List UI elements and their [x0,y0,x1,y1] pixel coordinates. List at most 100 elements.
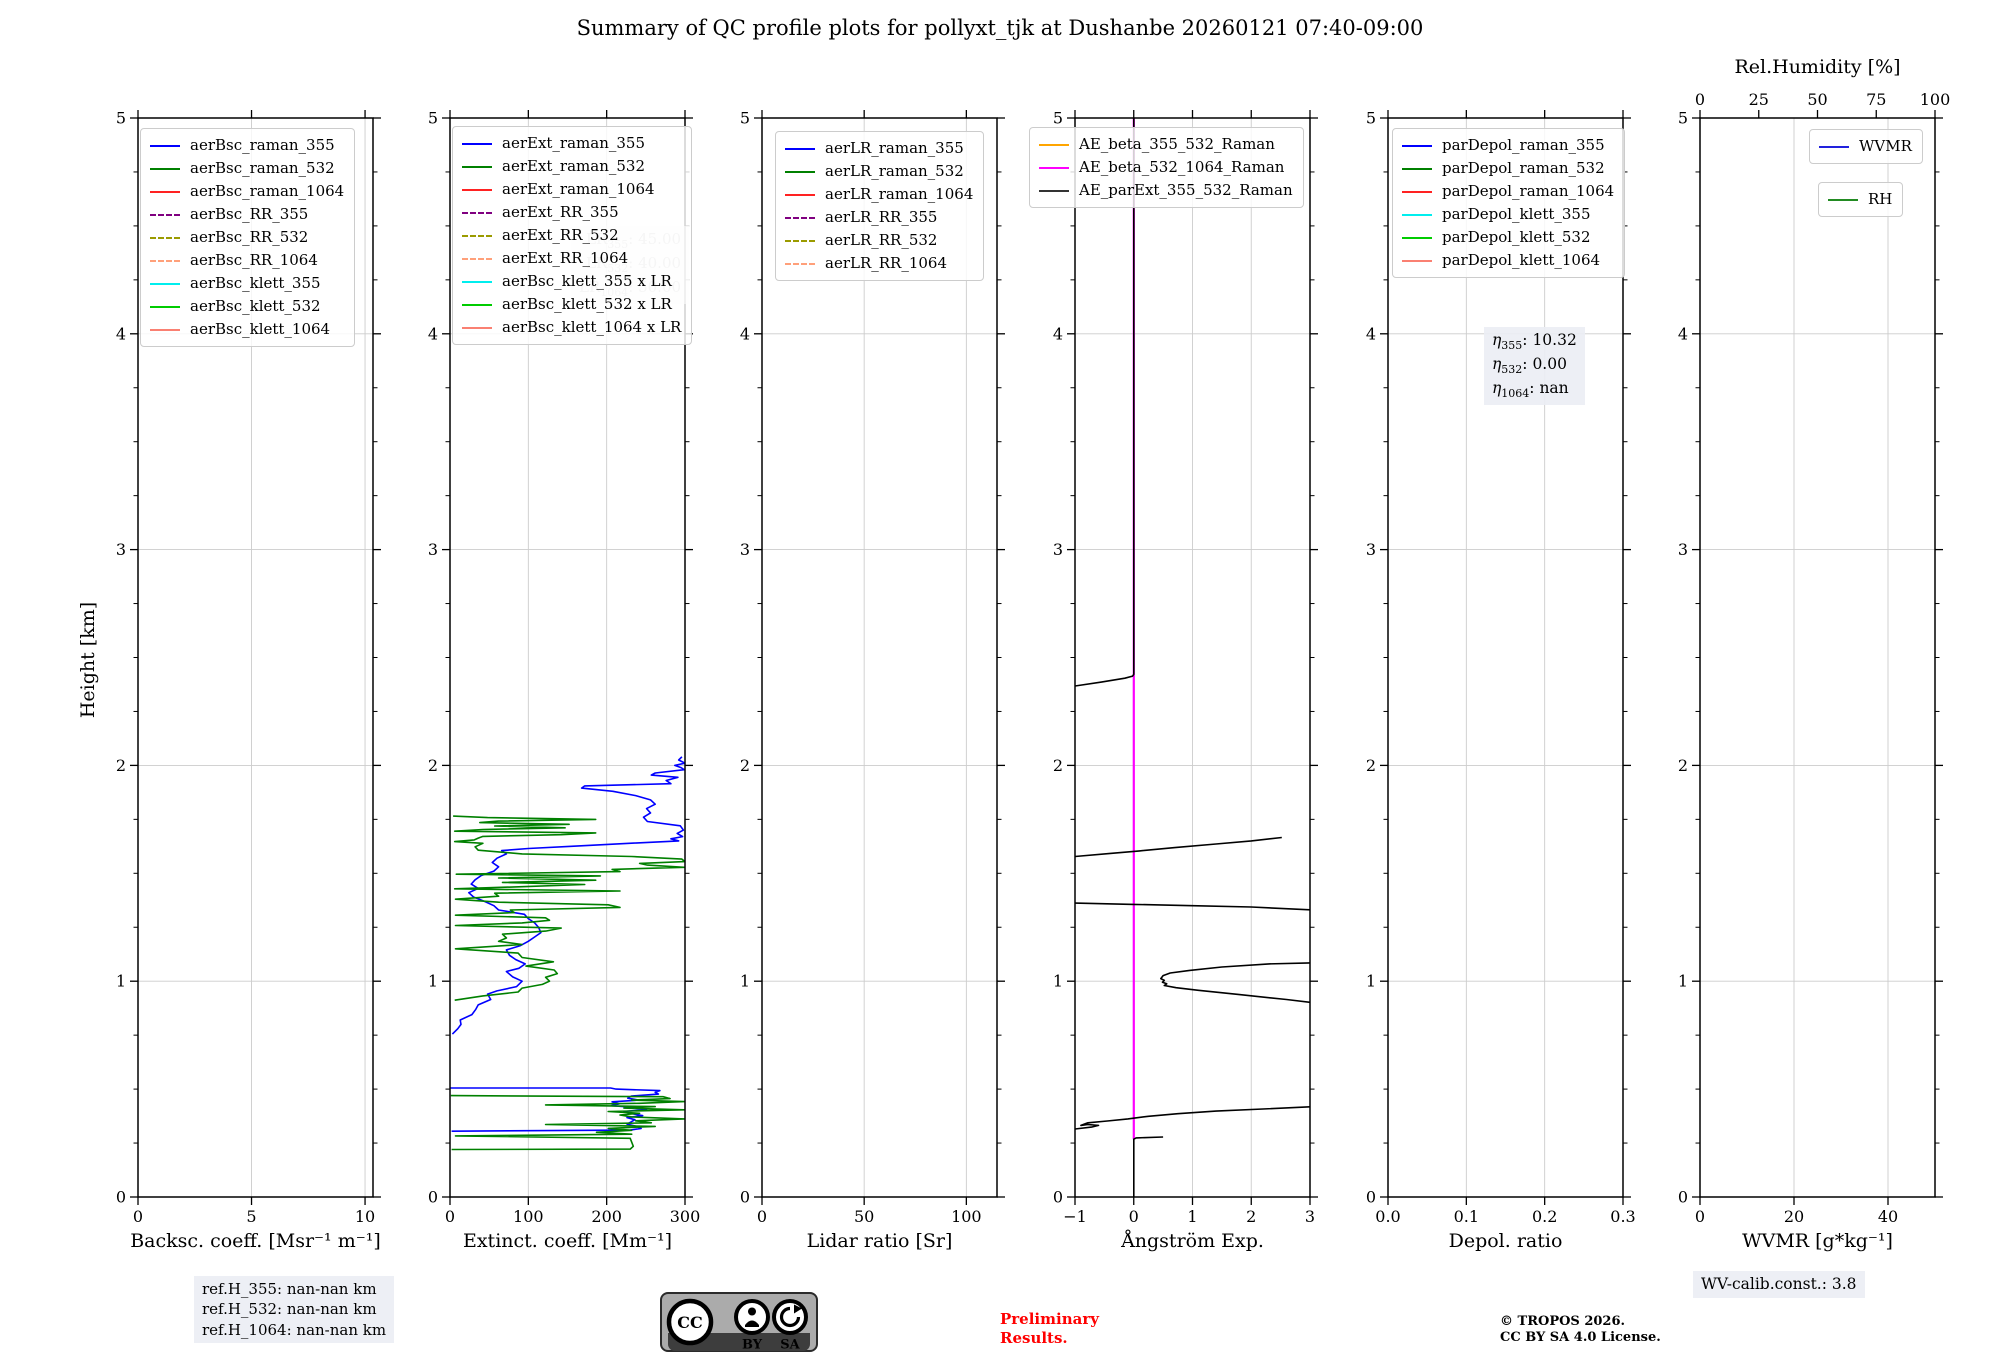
copyright-line2: CC BY SA 4.0 License. [1500,1329,1661,1345]
xlabel-backscatter: Backsc. coeff. [Msr⁻¹ m⁻¹] [130,1230,381,1252]
legend-angstrom: AE_beta_355_532_Raman AE_beta_532_1064_Ra… [1029,127,1304,208]
x-tick-label: 10 [355,1207,375,1226]
gridlines [1388,118,1623,1197]
y-tick-label: 0 [1053,1188,1063,1207]
data-series [450,756,685,1151]
legend-item: aerBsc_RR_532 [150,226,344,249]
legend-label: aerBsc_klett_355 [190,274,321,292]
plot-border [1699,117,1936,1198]
legend-label: aerBsc_raman_1064 [190,182,345,200]
legend-item: aerLR_raman_1064 [785,183,973,206]
legend-item: aerBsc_raman_1064 [150,180,344,203]
gridlines [1700,118,1935,1197]
axis-ticks [1692,110,1943,1205]
legend-item: WVMR [1819,135,1912,158]
legend-label: aerExt_raman_532 [502,157,645,175]
legend-item: aerExt_RR_1064 [462,247,681,270]
legend-label: parDepol_klett_1064 [1442,251,1601,269]
y-tick-label: 0 [428,1188,438,1207]
y-tick-label: 3 [1678,540,1688,559]
y-tick-label: 0 [116,1188,126,1207]
legend-swatch [150,144,180,147]
y-tick-label: 4 [1678,324,1688,343]
legend-swatch [1402,259,1432,262]
x-tick-label: 0 [445,1207,455,1226]
legend-item: aerBsc_klett_355 [150,272,344,295]
y-tick-label: 1 [740,972,750,991]
share-alike-icon [772,1299,808,1335]
legend-swatch [1039,143,1069,146]
legend-swatch [1402,213,1432,216]
y-tick-label: 1 [1366,972,1376,991]
xlabel-angstrom: Ångström Exp. [1121,1230,1264,1252]
legend-item: aerBsc_raman_355 [150,134,344,157]
legend-item: RH [1828,188,1892,211]
legend-label: aerBsc_RR_532 [190,228,309,246]
legend-wvmr: WVMR [1809,129,1923,164]
legend-item: aerExt_raman_532 [462,155,681,178]
legend-item: aerExt_RR_355 [462,201,681,224]
legend-item: AE_beta_355_532_Raman [1039,133,1293,156]
legend-swatch [785,170,815,173]
reference-height-annotation: ref.H_355: nan-nan km ref.H_532: nan-nan … [194,1276,395,1343]
y-tick-label: 4 [428,324,438,343]
legend-label: AE_parExt_355_532_Raman [1079,181,1293,199]
y-tick-label: 1 [1053,972,1063,991]
x-tick-label: 3 [1305,1207,1315,1226]
data-series [1075,118,1310,1197]
legend-label: aerLR_RR_355 [825,208,938,226]
x-tick-label: 0 [1695,1207,1705,1226]
y-tick-label: 5 [428,109,438,128]
legend-label: aerBsc_klett_532 x LR [502,295,672,313]
legend-swatch [150,190,180,193]
attribution-person-icon [734,1299,770,1335]
top-tick-label: 100 [1920,90,1951,109]
x-tick-label: 1 [1187,1207,1197,1226]
x-tick-label: 0 [133,1207,143,1226]
cc-text: CC [677,1313,702,1332]
cc-circle-icon [666,1298,714,1346]
legend-swatch [150,236,180,239]
top-tick-label: 0 [1695,90,1705,109]
axis-ticks [754,110,1005,1205]
preliminary-line1: Preliminary [1000,1310,1099,1328]
by-text: BY [742,1338,763,1353]
legend-label: aerLR_raman_532 [825,162,964,180]
x-tick-label: 0.1 [1454,1207,1479,1226]
plot-border [1387,117,1624,1198]
top-tick-label: 50 [1807,90,1827,109]
x-tick-label: 0.0 [1375,1207,1400,1226]
legend-swatch [462,257,492,260]
series-aerExt_raman_532 [450,815,685,1151]
x-tick-label: −1 [1063,1207,1087,1226]
legend-swatch [462,234,492,237]
legend-swatch [462,303,492,306]
y-tick-label: 0 [740,1188,750,1207]
tick-labels: 0 100 200 300 0 1 2 3 4 5 [428,109,700,1227]
legend-label: aerBsc_RR_1064 [190,251,318,269]
legend-label: aerExt_raman_1064 [502,180,655,198]
y-tick-label: 3 [1053,540,1063,559]
eta-values-annotation: η355: 10.32 η532: 0.00 η1064: nan [1484,327,1585,405]
y-tick-label: 3 [116,540,126,559]
legend-depol-ratio: parDepol_raman_355 parDepol_raman_532 parD… [1392,128,1626,278]
axis-ticks [130,110,381,1205]
x-tick-label: 5 [246,1207,256,1226]
figure-title: Summary of QC profile plots for pollyxt_… [576,16,1424,40]
legend-swatch [462,188,492,191]
annotation-line: η1064: nan [1492,378,1569,400]
legend-label: aerLR_RR_532 [825,231,938,249]
legend-swatch [1402,190,1432,193]
y-tick-label: 1 [116,972,126,991]
legend-lidar-ratio: aerLR_raman_355 aerLR_raman_532 aerLR_rama… [775,131,985,281]
cc-license-badge: CC BY SA [660,1292,818,1353]
legend-label: aerExt_RR_1064 [502,249,629,267]
y-tick-label: 5 [1678,109,1688,128]
top-tick-label: 75 [1866,90,1886,109]
annotation-line: η532: 0.00 [1492,354,1567,377]
y-tick-label: 5 [740,109,750,128]
tick-labels: 0 50 100 0 1 2 3 4 5 [740,109,982,1227]
series-AE_parExt_355_532_Raman [1075,118,1310,1197]
legend-swatch [462,165,492,168]
